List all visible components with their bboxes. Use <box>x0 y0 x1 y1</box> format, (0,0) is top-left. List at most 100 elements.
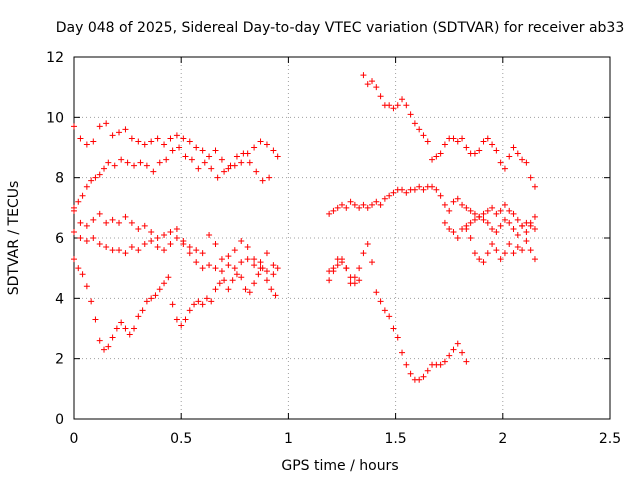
data-point-track-4 <box>116 247 123 254</box>
data-point-track-1 <box>141 141 148 148</box>
data-point-track-5 <box>242 286 249 293</box>
data-point-track-2 <box>182 153 189 160</box>
data-point-track-5 <box>238 274 245 281</box>
data-point-track-4 <box>199 265 206 272</box>
x-tick-label: 2.5 <box>599 431 621 447</box>
data-point-track-10 <box>489 241 496 248</box>
data-point-track-4 <box>193 259 200 266</box>
data-point-track-11 <box>506 207 513 214</box>
data-point-track-10 <box>497 256 504 263</box>
data-point-track-7 <box>497 222 504 229</box>
data-point-track-10 <box>514 244 521 251</box>
y-tick-label: 12 <box>46 50 64 66</box>
data-point-track-9 <box>356 265 363 272</box>
data-point-track-11 <box>476 213 483 220</box>
data-point-track-4 <box>71 228 77 235</box>
data-point-track-6 <box>454 138 461 145</box>
data-point-track-5 <box>259 265 266 272</box>
data-point-track-5 <box>195 298 202 305</box>
data-point-track-7 <box>377 201 384 208</box>
data-point-track-6 <box>437 150 444 157</box>
y-tick-label: 8 <box>55 171 64 187</box>
x-axis-tick-labels: 0 0.5 1 1.5 2 2.5 <box>70 431 622 447</box>
data-point-track-4 <box>128 244 135 251</box>
data-point-track-2 <box>169 147 176 154</box>
data-point-track-6 <box>476 147 483 154</box>
data-point-track-4 <box>154 244 161 251</box>
data-point-track-5 <box>96 337 103 344</box>
data-point-track-4 <box>270 271 277 278</box>
data-point-track-3 <box>270 262 277 269</box>
data-point-track-6 <box>420 132 427 139</box>
data-point-track-5 <box>212 286 219 293</box>
data-point-track-6 <box>390 105 397 112</box>
data-point-track-7 <box>489 225 496 232</box>
data-point-track-8 <box>416 376 423 383</box>
data-point-track-6 <box>514 150 521 157</box>
data-point-track-7 <box>463 204 470 211</box>
data-point-track-4 <box>161 247 168 254</box>
data-point-track-8 <box>437 361 444 368</box>
data-point-track-3 <box>231 247 238 254</box>
data-point-track-4 <box>251 262 258 269</box>
data-point-track-10 <box>531 256 538 263</box>
data-point-track-3 <box>244 244 251 251</box>
data-point-track-10 <box>450 228 457 235</box>
data-point-track-7 <box>399 186 406 193</box>
data-point-track-2 <box>246 159 253 166</box>
data-point-track-5 <box>152 292 159 299</box>
data-point-track-2 <box>188 156 195 163</box>
y-tick-label: 0 <box>55 412 64 428</box>
data-point-track-3 <box>116 219 123 226</box>
data-point-track-4 <box>238 259 245 266</box>
data-point-track-4 <box>173 235 180 241</box>
data-point-track-7 <box>360 201 367 208</box>
data-point-track-5 <box>178 322 185 329</box>
data-point-track-2 <box>111 162 118 169</box>
data-point-track-3 <box>122 213 129 220</box>
x-tick-label: 0.5 <box>170 431 192 447</box>
data-point-track-6 <box>433 153 440 160</box>
data-point-track-2 <box>214 174 221 181</box>
data-point-track-5 <box>169 301 176 308</box>
data-point-track-5 <box>186 307 193 314</box>
data-point-track-10 <box>501 250 508 257</box>
data-point-track-3 <box>206 231 213 238</box>
data-point-track-4 <box>218 268 225 275</box>
data-point-track-1 <box>180 135 187 142</box>
data-point-track-3 <box>83 222 90 229</box>
data-point-track-10 <box>527 247 534 254</box>
data-point-track-5 <box>208 298 215 305</box>
data-point-track-8 <box>369 259 376 266</box>
data-point-track-7 <box>403 189 410 196</box>
data-point-track-7 <box>514 231 521 238</box>
y-tick-label: 6 <box>55 231 64 247</box>
data-point-track-7 <box>334 204 341 211</box>
data-point-track-4 <box>225 262 232 269</box>
data-point-track-5 <box>118 319 125 326</box>
data-point-track-8 <box>373 289 380 296</box>
data-point-track-5 <box>233 271 240 278</box>
data-point-track-4 <box>180 241 187 248</box>
data-point-track-6 <box>501 165 508 172</box>
y-tick-label: 4 <box>55 291 64 307</box>
data-point-track-9 <box>343 265 350 272</box>
data-point-track-6 <box>463 144 470 151</box>
data-point-track-2 <box>124 159 131 166</box>
data-point-track-1 <box>148 138 155 145</box>
gridlines <box>74 57 610 419</box>
data-point-track-3 <box>257 259 264 266</box>
data-point-track-5 <box>148 295 155 302</box>
data-point-track-4 <box>77 235 84 241</box>
data-point-track-6 <box>386 102 393 109</box>
data-point-track-5 <box>229 277 236 284</box>
data-point-track-1 <box>109 132 116 139</box>
data-point-track-1 <box>225 165 232 172</box>
data-point-track-1 <box>274 153 281 160</box>
data-point-track-5 <box>221 277 228 284</box>
data-point-track-3 <box>109 216 116 223</box>
data-point-track-4 <box>263 268 270 275</box>
data-point-track-2 <box>88 177 95 184</box>
data-point-track-1 <box>103 120 110 127</box>
data-point-track-1 <box>263 141 270 148</box>
